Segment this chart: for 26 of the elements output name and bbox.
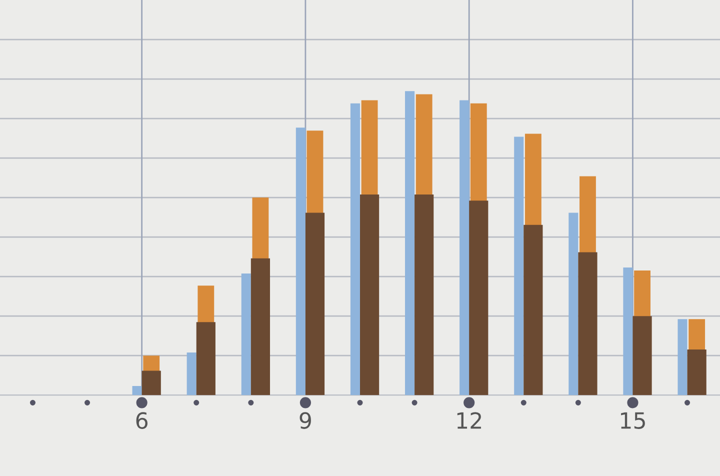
bar — [623, 267, 633, 396]
bar — [132, 386, 142, 396]
bar — [469, 200, 488, 396]
bar — [296, 128, 306, 396]
bar — [687, 349, 706, 396]
bar — [632, 316, 652, 396]
bar — [250, 258, 270, 396]
bar — [460, 100, 470, 396]
bar — [196, 322, 216, 396]
bar — [578, 252, 598, 396]
bar — [405, 91, 415, 396]
bar — [524, 224, 543, 396]
x-tick-label: 12 — [457, 412, 482, 429]
bar — [142, 370, 161, 396]
bar — [678, 319, 688, 396]
bar — [241, 274, 251, 396]
bar — [514, 136, 524, 396]
x-tick-label: 15 — [621, 412, 645, 429]
bar — [360, 194, 380, 396]
x-tick-label: 9 — [300, 412, 311, 429]
bar — [414, 194, 434, 396]
bar — [350, 103, 360, 396]
bar — [305, 212, 325, 396]
bar — [568, 212, 578, 396]
bar — [186, 352, 196, 396]
x-tick-label: 6 — [136, 412, 148, 429]
